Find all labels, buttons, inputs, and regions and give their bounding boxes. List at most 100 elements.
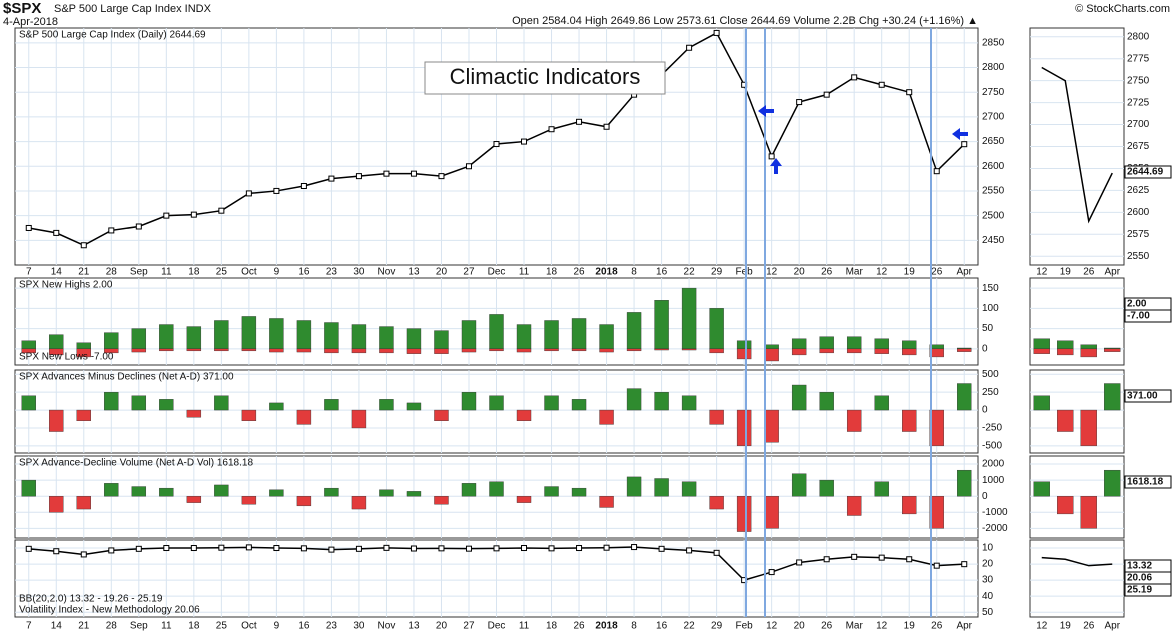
- bar: [681, 481, 697, 497]
- bar: [654, 478, 669, 497]
- x-tick-label: 28: [106, 267, 118, 278]
- bar: [489, 314, 504, 350]
- bar: [296, 348, 312, 353]
- x-tick-label: Feb: [736, 621, 754, 632]
- point: [658, 545, 665, 552]
- x-tick-label: 26: [931, 267, 943, 278]
- bar: [49, 495, 64, 513]
- bar: [324, 399, 339, 411]
- y-tick-label: 50: [982, 607, 994, 618]
- x-tick-label: 20: [794, 267, 806, 278]
- bar: [351, 409, 367, 429]
- panel-title: SPX Advance-Decline Volume (Net A-D Vol)…: [19, 458, 253, 469]
- y-tick-label: 0: [982, 491, 988, 502]
- x-tick-label: 2018: [595, 267, 618, 278]
- x-tick-label: 27: [463, 267, 475, 278]
- x-tick-label: Oct: [241, 621, 257, 632]
- bar: [736, 495, 752, 532]
- bar: [159, 487, 174, 497]
- point: [796, 559, 803, 566]
- bar: [791, 473, 807, 497]
- point: [438, 173, 445, 180]
- x-tick-label: 25: [216, 621, 228, 632]
- bar: [21, 479, 36, 497]
- bar: [846, 348, 862, 354]
- x-tick-label: 26: [573, 267, 585, 278]
- panel-frame: [1029, 455, 1125, 539]
- bar: [434, 348, 449, 354]
- x-tick-label: 19: [904, 267, 916, 278]
- point: [25, 545, 32, 552]
- x-tick-label: 26: [573, 621, 585, 632]
- x-tick-label: Nov: [378, 267, 396, 278]
- bar: [269, 402, 284, 411]
- point: [25, 224, 32, 231]
- bar: [626, 348, 642, 352]
- y-tick-label: 500: [982, 369, 999, 380]
- x-tick-label: 23: [326, 267, 338, 278]
- x-tick-label: Dec: [488, 267, 506, 278]
- x-tick-label: 26: [821, 267, 833, 278]
- arrow: [758, 105, 774, 117]
- bar: [21, 348, 36, 354]
- quote: Open 2584.04 High 2649.86 Low 2573.61 Cl…: [512, 15, 978, 27]
- x-tick-label: 8: [631, 267, 637, 278]
- bar: [406, 328, 422, 350]
- point: [796, 99, 803, 106]
- x-tick-label: 9: [274, 267, 280, 278]
- x-tick-label: 11: [519, 621, 530, 632]
- x-tick-label: 29: [711, 267, 723, 278]
- x-tick-label: 29: [711, 621, 723, 632]
- x-tick-label: 14: [51, 267, 63, 278]
- point: [300, 545, 307, 552]
- point: [851, 74, 858, 81]
- bar: [434, 495, 449, 505]
- mini-y-tick-label: 2600: [1127, 207, 1150, 218]
- mini-x-tick-label: 26: [1083, 621, 1095, 632]
- x-tick-label: 11: [161, 267, 172, 278]
- bar: [186, 348, 202, 352]
- point: [135, 545, 142, 552]
- bar: [461, 483, 477, 497]
- bar: [874, 395, 889, 411]
- bar: [654, 348, 669, 351]
- bar: [571, 487, 587, 497]
- y-tick-label: 1000: [982, 475, 1005, 486]
- bar: [406, 348, 422, 354]
- bar: [709, 348, 724, 354]
- panel-frame: [1029, 277, 1125, 366]
- point: [438, 545, 445, 552]
- mini-y-tick-label: 2725: [1127, 97, 1150, 108]
- x-tick-label: 18: [188, 621, 200, 632]
- bar: [516, 409, 532, 422]
- point: [465, 545, 472, 552]
- bar: [846, 336, 862, 350]
- bar: [571, 399, 587, 411]
- x-tick-label: 8: [631, 621, 637, 632]
- bar: [599, 409, 614, 425]
- y-tick-label: 10: [982, 543, 994, 554]
- point: [300, 183, 307, 189]
- mini-y-tick-label: 2800: [1127, 31, 1150, 42]
- bar: [929, 348, 944, 358]
- point: [190, 545, 197, 552]
- panel-note: BB(20,2.0) 13.32 - 19.26 - 25.19: [19, 594, 163, 605]
- bar: [131, 328, 147, 350]
- x-tick-label: 12: [876, 621, 888, 632]
- bar: [681, 395, 697, 411]
- bar: [516, 324, 532, 350]
- x-tick-label: 11: [519, 267, 530, 278]
- bar: [764, 495, 779, 529]
- x-tick-label: 14: [51, 621, 63, 632]
- event-lines: [745, 28, 932, 617]
- symbol: $SPX: [3, 0, 41, 17]
- bar: [324, 322, 339, 350]
- bar: [846, 409, 862, 432]
- value-tag: 13.32: [1127, 561, 1152, 572]
- bar: [957, 348, 972, 352]
- bar: [49, 409, 64, 432]
- x-tick-label: 16: [656, 621, 668, 632]
- bar: [159, 324, 174, 350]
- y-tick-label: 2600: [982, 161, 1005, 172]
- bar: [819, 391, 834, 411]
